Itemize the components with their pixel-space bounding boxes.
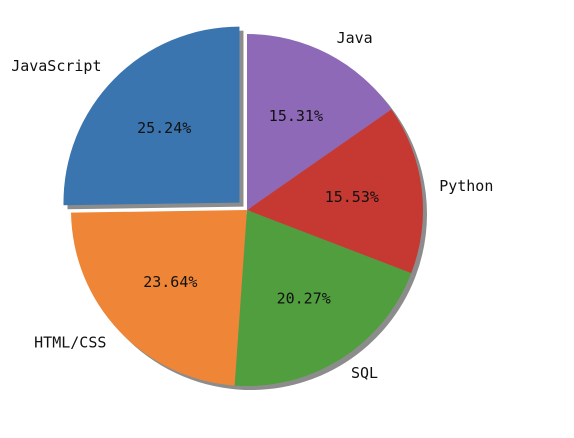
pie-label-python: Python [439,177,493,195]
pie-percent-sql: 20.27% [277,290,331,308]
label-layer: JavaScript 25.24% HTML/CSS 23.64% SQL 20.27% P… [11,29,493,382]
pie-percent-javascript: 25.24% [137,119,191,137]
pie-slice-python [247,109,423,274]
pie-slice-javascript [63,26,240,206]
pie-slice-java [247,34,392,210]
pie-slice-sql [234,210,412,387]
pie-percent-python: 15.53% [325,188,379,206]
pie-slice-html-css [71,210,248,386]
pie-percent-java: 15.31% [269,107,323,125]
pie-label-javascript: JavaScript [11,57,101,75]
pie-label-java: Java [337,29,373,47]
pie-label-html-css: HTML/CSS [34,334,106,352]
pie-label-sql: SQL [351,364,378,382]
slice-layer [63,26,423,387]
pie-percent-html-css: 23.64% [143,273,197,291]
